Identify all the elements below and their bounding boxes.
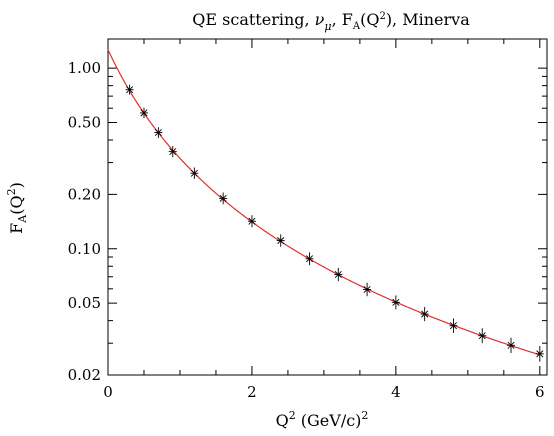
data-point [168,146,177,158]
y-tick-label: 0.02 [68,366,101,384]
fit-curve-layer [107,49,540,356]
point-marker-d2 [536,350,544,358]
y-tick-label: 0.05 [68,294,101,312]
data-point [420,306,429,322]
fit-curve [107,49,540,356]
y-tick-label: 0.10 [68,240,101,258]
point-marker-d2 [507,341,515,349]
point-marker-d2 [140,109,148,117]
y-axis-label: FA(Q2) [5,182,29,234]
x-tick-label: 0 [103,383,113,401]
data-point [305,252,314,266]
chart-title: QE scattering, νμ, FA(Q2), Minerva [192,10,470,33]
data-point [154,127,163,138]
data-point [219,192,228,205]
data-point [334,267,343,282]
point-marker-d2 [363,285,371,294]
point-marker-d2 [334,271,342,279]
point-marker-d2 [305,255,314,263]
data-point [478,328,487,344]
point-marker-d2 [154,129,162,137]
data-point [247,215,256,228]
point-marker-d2 [190,169,198,177]
point-marker-d2 [219,194,227,202]
point-marker-d2 [169,148,177,156]
plot-frame [107,38,548,376]
y-axis: 0.02 0.05 0.10 0.20 0.50 1.00 [68,59,547,384]
point-marker-d2 [449,322,457,330]
point-marker-d2 [126,86,134,94]
y-tick-label: 1.00 [68,59,101,77]
data-points-layer [125,84,544,362]
x-axis: 0 2 4 6 [103,39,545,401]
x-tick-label: 4 [391,383,401,401]
x-axis-label: Q2 (GeV/c)2 [276,409,369,430]
y-tick-label: 0.20 [68,185,101,203]
point-marker-d2 [421,310,429,318]
data-point [125,84,134,95]
data-point [507,337,516,353]
point-marker-d2 [248,217,256,225]
point-marker-d2 [277,237,285,245]
y-tick-label: 0.50 [68,114,101,132]
data-point [190,167,199,179]
x-tick-label: 6 [535,383,545,401]
data-point [535,346,544,362]
point-marker-d2 [478,332,486,340]
data-point [391,295,400,310]
data-point [139,107,148,119]
data-point [449,318,458,333]
x-tick-label: 2 [247,383,257,401]
point-marker-d2 [392,298,400,306]
data-point [363,282,372,297]
data-point [276,234,285,247]
plot-border [107,38,548,376]
